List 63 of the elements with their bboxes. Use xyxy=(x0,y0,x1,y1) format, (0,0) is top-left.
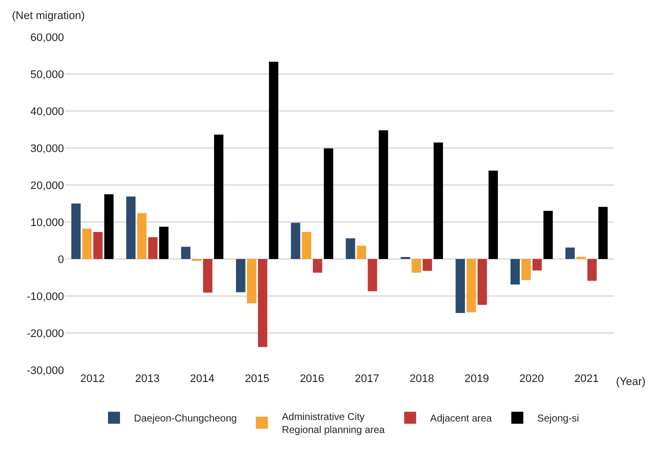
bar xyxy=(543,210,553,259)
bar xyxy=(565,248,575,259)
x-tick-label: 2018 xyxy=(410,373,434,385)
bar xyxy=(302,232,312,259)
bar xyxy=(356,246,366,259)
x-tick-label: 2016 xyxy=(300,373,324,385)
bar xyxy=(510,259,520,285)
x-tick-label: 2019 xyxy=(464,373,489,385)
y-tick-label: 50,000 xyxy=(30,68,64,81)
bar xyxy=(456,259,465,314)
bar xyxy=(159,226,168,259)
y-axis-title: (Net migration) xyxy=(12,10,85,22)
bar xyxy=(587,259,597,281)
legend-label: Adjacent area xyxy=(430,414,492,425)
bar xyxy=(93,232,103,259)
bar xyxy=(137,213,147,259)
bar xyxy=(290,222,300,259)
y-tick-label: -10,000 xyxy=(26,290,64,303)
bar xyxy=(488,170,498,259)
legend-label: Administrative City Regional planning area xyxy=(282,412,386,436)
bar xyxy=(312,259,322,273)
bar xyxy=(71,204,81,259)
legend-label: Sejong-si xyxy=(537,414,580,425)
y-tick-label: 10,000 xyxy=(30,216,64,229)
y-tick-label: -30,000 xyxy=(26,364,64,377)
bar xyxy=(378,130,388,259)
bar xyxy=(521,259,531,280)
bar xyxy=(214,134,224,259)
y-tick-label: 60,000 xyxy=(30,32,64,44)
x-tick-label: 2014 xyxy=(190,373,214,385)
x-tick-label: 2012 xyxy=(80,373,105,385)
x-tick-label: 2021 xyxy=(574,373,599,385)
bar xyxy=(126,196,136,259)
y-tick-label: 20,000 xyxy=(30,180,64,192)
x-tick-label: 2013 xyxy=(135,373,160,385)
bar xyxy=(434,142,443,259)
bar xyxy=(346,238,356,259)
bar xyxy=(181,246,190,259)
bar xyxy=(82,228,92,259)
x-axis-title: (Year) xyxy=(616,376,646,388)
bar xyxy=(268,62,278,259)
bar xyxy=(236,259,246,292)
x-tick-label: 2015 xyxy=(244,373,270,385)
bar xyxy=(478,259,487,305)
bar xyxy=(246,259,256,304)
bar xyxy=(422,259,432,271)
y-tick-label: 30,000 xyxy=(30,142,64,155)
bar xyxy=(466,259,476,312)
y-tick-label: -20,000 xyxy=(26,328,64,340)
bar xyxy=(148,237,158,259)
bar xyxy=(412,259,422,273)
x-tick-label: 2020 xyxy=(519,373,544,385)
bar xyxy=(532,259,542,270)
y-tick-label: 40,000 xyxy=(30,106,64,118)
bar xyxy=(368,259,378,292)
x-tick-label: 2017 xyxy=(354,373,380,385)
bar xyxy=(258,259,268,348)
bar xyxy=(203,259,212,293)
bar xyxy=(598,206,608,259)
bar xyxy=(104,194,114,259)
legend-label: Daejeon-Chungcheong xyxy=(134,414,237,425)
y-tick-label: 0 xyxy=(58,254,64,266)
bar xyxy=(324,148,334,259)
